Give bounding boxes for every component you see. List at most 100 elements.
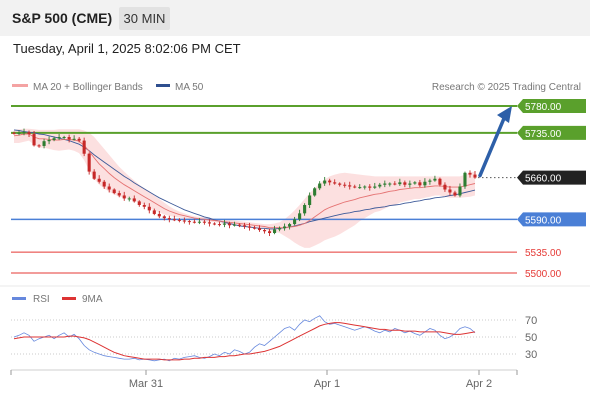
candle-body bbox=[157, 213, 161, 217]
candle-body bbox=[398, 182, 402, 185]
candle-body bbox=[443, 184, 447, 190]
pivot-label: 5590.00 bbox=[525, 215, 562, 226]
x-axis-layer: Mar 31 Apr 1 Apr 2 bbox=[10, 370, 518, 390]
x-tick-label: Mar 31 bbox=[129, 378, 163, 390]
candle-body bbox=[323, 180, 327, 184]
candle-body bbox=[353, 186, 357, 188]
resistance-2-label-box bbox=[517, 99, 586, 113]
candle-body bbox=[247, 226, 252, 228]
rsi-ma9-line bbox=[13, 322, 476, 361]
last-price-label: 5660.00 bbox=[525, 174, 562, 185]
support-2-label: 5500.00 bbox=[525, 269, 562, 280]
bollinger-band-layer bbox=[14, 128, 475, 248]
candle-body bbox=[252, 227, 257, 229]
candle-body bbox=[87, 153, 91, 172]
candle-body bbox=[423, 181, 427, 186]
candle-body bbox=[273, 229, 277, 234]
candle-body bbox=[413, 182, 417, 184]
candle-body bbox=[67, 137, 71, 140]
candle-body bbox=[167, 218, 171, 220]
candle-body bbox=[383, 183, 387, 185]
candle-body bbox=[368, 186, 372, 188]
ma20-legend-swatch bbox=[12, 84, 28, 87]
rsi-tick-30: 30 bbox=[525, 349, 537, 361]
candle-body bbox=[212, 223, 216, 225]
candle-body bbox=[172, 219, 176, 221]
candle-body bbox=[117, 193, 121, 196]
instrument-title: S&P 500 (CME) bbox=[12, 10, 113, 26]
candle-body bbox=[107, 186, 111, 190]
candle-body bbox=[137, 201, 141, 206]
ma50-legend-swatch bbox=[156, 84, 170, 87]
rsi-legend-swatch bbox=[12, 297, 26, 300]
candle-body bbox=[403, 182, 407, 185]
candle-body bbox=[313, 188, 317, 196]
candle-body bbox=[448, 189, 452, 193]
forecast-arrow-shaft bbox=[478, 114, 507, 178]
candle-body bbox=[57, 137, 61, 139]
candle-body bbox=[268, 231, 272, 234]
candle-body bbox=[207, 222, 211, 224]
candle-body bbox=[52, 138, 56, 140]
candle-body bbox=[463, 172, 467, 187]
candle-body bbox=[82, 140, 86, 154]
candle-body bbox=[77, 138, 81, 141]
candles-layer bbox=[12, 106, 512, 237]
candle-body bbox=[122, 195, 126, 199]
ma50-legend-label: MA 50 bbox=[175, 82, 204, 93]
candle-body bbox=[142, 205, 146, 207]
candle-body bbox=[343, 184, 347, 186]
candle-body bbox=[303, 205, 307, 214]
credit-label: Research © 2025 Trading Central bbox=[432, 82, 581, 93]
resistance-2-label: 5780.00 bbox=[525, 102, 562, 113]
candle-body bbox=[12, 132, 16, 134]
resistance-1-label-box bbox=[517, 125, 586, 140]
candle-body bbox=[32, 134, 36, 146]
candle-body bbox=[378, 184, 382, 187]
rsi-legend-label: RSI bbox=[33, 294, 50, 305]
candle-body bbox=[298, 213, 302, 220]
last-price-label-box bbox=[517, 170, 586, 185]
candle-body bbox=[358, 187, 362, 189]
candle-body bbox=[112, 189, 116, 194]
candle-body bbox=[192, 221, 196, 223]
candle-body bbox=[453, 192, 457, 196]
candle-body bbox=[348, 185, 352, 187]
rsi-tick-70: 70 bbox=[525, 315, 537, 327]
candle-body bbox=[393, 183, 397, 185]
candle-body bbox=[17, 132, 21, 134]
candle-body bbox=[197, 221, 201, 223]
forecast-arrow-head bbox=[497, 106, 512, 123]
candle-body bbox=[102, 181, 106, 187]
ma9-legend-swatch bbox=[62, 297, 76, 300]
candle-body bbox=[408, 183, 412, 185]
candle-body bbox=[162, 216, 166, 219]
bollinger-band-area bbox=[14, 128, 475, 248]
rsi-tick-50: 50 bbox=[525, 332, 537, 344]
candle-body bbox=[202, 221, 206, 223]
candle-body bbox=[242, 225, 247, 227]
chart-datetime: Tuesday, April 1, 2025 8:02:06 PM CET bbox=[13, 41, 241, 56]
candle-body bbox=[92, 171, 96, 179]
candle-body bbox=[27, 132, 31, 135]
candle-body bbox=[222, 223, 227, 225]
candle-body bbox=[47, 139, 51, 142]
candle-body bbox=[468, 172, 472, 175]
x-tick-label: Apr 2 bbox=[466, 378, 492, 390]
support-1-label: 5535.00 bbox=[525, 248, 562, 259]
candle-body bbox=[373, 186, 377, 188]
candle-body bbox=[152, 210, 156, 214]
header-bar bbox=[0, 0, 590, 36]
ma20-legend-label: MA 20 + Bollinger Bands bbox=[33, 82, 143, 93]
candle-body bbox=[338, 183, 342, 185]
candle-body bbox=[363, 186, 367, 188]
candle-body bbox=[127, 198, 131, 200]
candle-body bbox=[37, 145, 41, 147]
candle-body bbox=[333, 182, 337, 184]
candle-body bbox=[308, 195, 312, 206]
rsi-layer: 70 50 30 bbox=[11, 315, 537, 362]
candle-body bbox=[217, 224, 221, 226]
interval-button[interactable]: 30 MIN bbox=[119, 7, 170, 30]
candle-body bbox=[473, 174, 477, 178]
